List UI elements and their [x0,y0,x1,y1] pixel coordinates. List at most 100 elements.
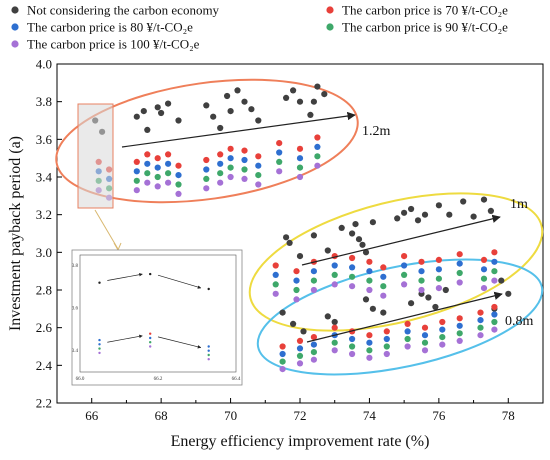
point-s0-8 [175,117,182,124]
point-s2-26 [480,266,488,273]
point-s2-35 [404,328,411,335]
point-s3-8 [217,170,224,177]
point-s4-17 [310,286,317,294]
point-s3-20 [366,277,373,284]
point-s1-13 [296,145,304,152]
point-s1-24 [435,256,442,263]
point-s1-20 [366,258,373,265]
point-s0-47 [487,207,494,214]
point-s2-38 [456,322,463,329]
point-s0-22 [310,98,317,105]
point-s0-38 [401,209,408,216]
inset-x-tick-2: 66.4 [232,377,241,382]
cluster-ellipses [55,78,544,376]
point-s4-29 [296,360,304,367]
point-s0-42 [435,202,442,209]
point-s0-48 [279,309,286,316]
x-tick-label-6: 78 [502,408,515,423]
point-s2-16 [293,277,300,284]
point-s2-23 [418,268,425,275]
x-tick-label-4: 74 [363,408,377,423]
point-s3-28 [279,358,286,365]
point-s0-26 [286,239,293,246]
point-s1-31 [331,324,338,331]
inset-point-2 [207,287,210,291]
point-s3-4 [154,173,161,181]
point-s1-27 [491,249,498,256]
point-s3-16 [293,286,300,294]
point-s0-12 [224,92,231,100]
inset-point-9 [149,341,152,344]
axis-ticks: 66 68 70 72 74 76 78 2.2 2.4 2.6 2.8 3.0 3.2 3.4 3.6 3.… [36,57,544,423]
inset-point-8 [149,336,152,340]
inset-arrow-top-1 [107,272,143,281]
point-s4-3 [144,179,151,186]
point-s1-14 [314,134,321,141]
point-s1-37 [439,318,446,326]
trend-arrows [121,111,503,343]
point-s3-31 [331,339,338,346]
point-s4-6 [175,190,182,197]
point-s4-7 [203,185,210,192]
y-tick-label-7: 3.6 [36,132,53,147]
point-s2-30 [310,341,317,348]
point-s2-18 [331,262,338,269]
x-tick-label-0: 66 [85,408,99,423]
point-s4-40 [491,326,498,333]
point-s2-5 [165,160,172,167]
y-tick-label-3: 2.8 [36,283,52,298]
y-tick-label-1: 2.4 [36,358,53,373]
inset-point-13 [207,353,210,357]
point-s0-10 [210,113,217,120]
point-s0-15 [241,98,248,105]
annotation-0: 1.2m [362,124,391,139]
point-s3-5 [165,170,172,177]
point-s3-36 [421,339,429,346]
point-s0-32 [352,221,359,228]
inset-point-12 [207,349,210,352]
x-tick-label-2: 70 [224,408,237,423]
point-s2-3 [144,160,151,167]
inset-x-tick-1: 66.2 [154,377,163,382]
point-s4-26 [480,285,488,292]
legend-label-0: Not considering the carbon economy [27,3,220,18]
inset-y-tick-2: 3.4 [72,349,79,354]
point-s4-31 [331,347,338,354]
point-s2-20 [366,268,373,275]
point-s0-35 [362,249,370,256]
point-s4-21 [380,292,387,299]
point-s2-25 [456,260,463,267]
point-s0-59 [432,303,439,311]
point-s0-49 [290,320,297,327]
inset-chart: 66.0 66.2 66.4 3.8 3.6 3.4 [71,249,243,386]
point-s0-24 [321,91,328,98]
point-s1-5 [165,151,172,158]
point-s0-16 [248,106,255,113]
point-s1-26 [480,256,488,263]
point-s0-31 [349,230,356,237]
point-s3-17 [310,277,317,284]
point-s1-6 [175,162,182,169]
point-s4-34 [383,350,390,358]
point-s3-35 [404,335,411,343]
point-s3-27 [491,268,498,275]
point-s2-9 [227,155,234,162]
point-s2-14 [314,143,321,150]
point-s2-37 [439,326,446,333]
y-tick-label-8: 3.8 [36,94,52,109]
inset-point-5 [98,347,101,350]
point-s0-25 [283,234,290,241]
point-s4-2 [133,187,140,194]
point-s0-51 [324,313,331,320]
point-s1-7 [203,156,210,164]
inset-frame [79,254,237,373]
inset-point-3 [98,338,101,342]
point-s2-40 [491,311,498,318]
inset-point-14 [207,358,210,361]
point-s3-32 [349,343,356,350]
inset-point-1 [149,272,152,276]
point-s2-33 [366,339,373,346]
point-s0-6 [158,109,165,117]
legend-marker-1 [326,6,334,14]
point-s4-36 [421,347,429,354]
